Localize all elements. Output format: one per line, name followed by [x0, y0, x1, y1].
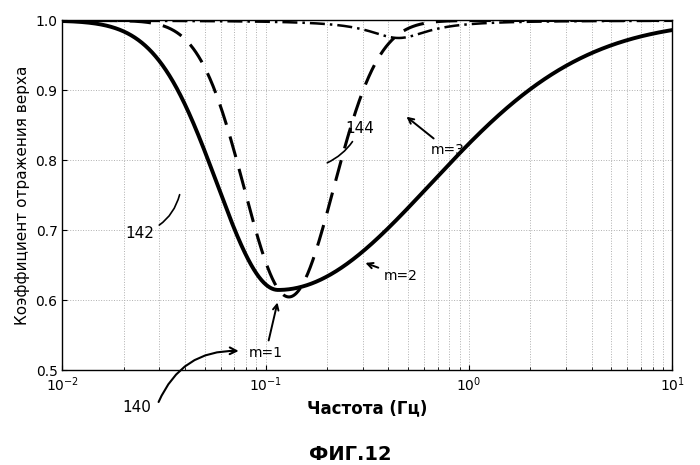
Text: 142: 142	[125, 195, 180, 241]
Y-axis label: Коэффициент отражения верха: Коэффициент отражения верха	[15, 66, 30, 325]
Text: ФИГ.12: ФИГ.12	[309, 445, 391, 465]
Text: m=2: m=2	[368, 263, 417, 283]
X-axis label: Частота (Гц): Частота (Гц)	[307, 399, 428, 418]
Text: 144: 144	[328, 121, 374, 163]
Text: m=1: m=1	[248, 305, 283, 360]
Text: m=3: m=3	[408, 118, 465, 157]
Text: 140: 140	[122, 399, 151, 414]
